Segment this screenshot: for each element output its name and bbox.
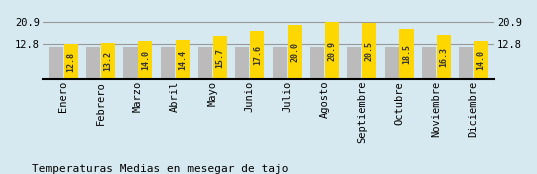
Bar xyxy=(176,40,190,80)
Bar xyxy=(213,36,227,80)
Text: 20.9: 20.9 xyxy=(328,41,336,61)
Bar xyxy=(437,35,451,80)
Bar xyxy=(400,29,413,80)
Bar xyxy=(422,47,436,80)
Text: 20.5: 20.5 xyxy=(365,41,374,61)
Text: 14.0: 14.0 xyxy=(141,50,150,70)
Bar xyxy=(250,31,264,80)
Text: 14.4: 14.4 xyxy=(178,50,187,70)
Bar xyxy=(474,41,488,80)
Text: Temperaturas Medias en mesegar de tajo: Temperaturas Medias en mesegar de tajo xyxy=(32,164,289,174)
Text: 14.0: 14.0 xyxy=(477,50,485,70)
Text: 16.3: 16.3 xyxy=(439,47,448,67)
Bar xyxy=(86,47,100,80)
Bar xyxy=(101,43,115,80)
Bar xyxy=(310,47,324,80)
Bar xyxy=(235,47,250,80)
Bar xyxy=(384,47,398,80)
Bar xyxy=(325,22,339,80)
Bar xyxy=(362,23,376,80)
Text: 12.8: 12.8 xyxy=(66,52,75,72)
Bar xyxy=(198,47,212,80)
Bar xyxy=(161,47,175,80)
Text: 15.7: 15.7 xyxy=(215,48,224,68)
Bar xyxy=(139,41,153,80)
Text: 17.6: 17.6 xyxy=(253,45,262,65)
Bar xyxy=(49,47,63,80)
Text: 13.2: 13.2 xyxy=(104,51,113,71)
Bar xyxy=(64,44,78,80)
Bar xyxy=(287,25,302,80)
Text: 20.0: 20.0 xyxy=(290,42,299,62)
Text: 18.5: 18.5 xyxy=(402,44,411,64)
Bar xyxy=(273,47,287,80)
Bar xyxy=(459,47,473,80)
Bar xyxy=(124,47,137,80)
Bar xyxy=(347,47,361,80)
